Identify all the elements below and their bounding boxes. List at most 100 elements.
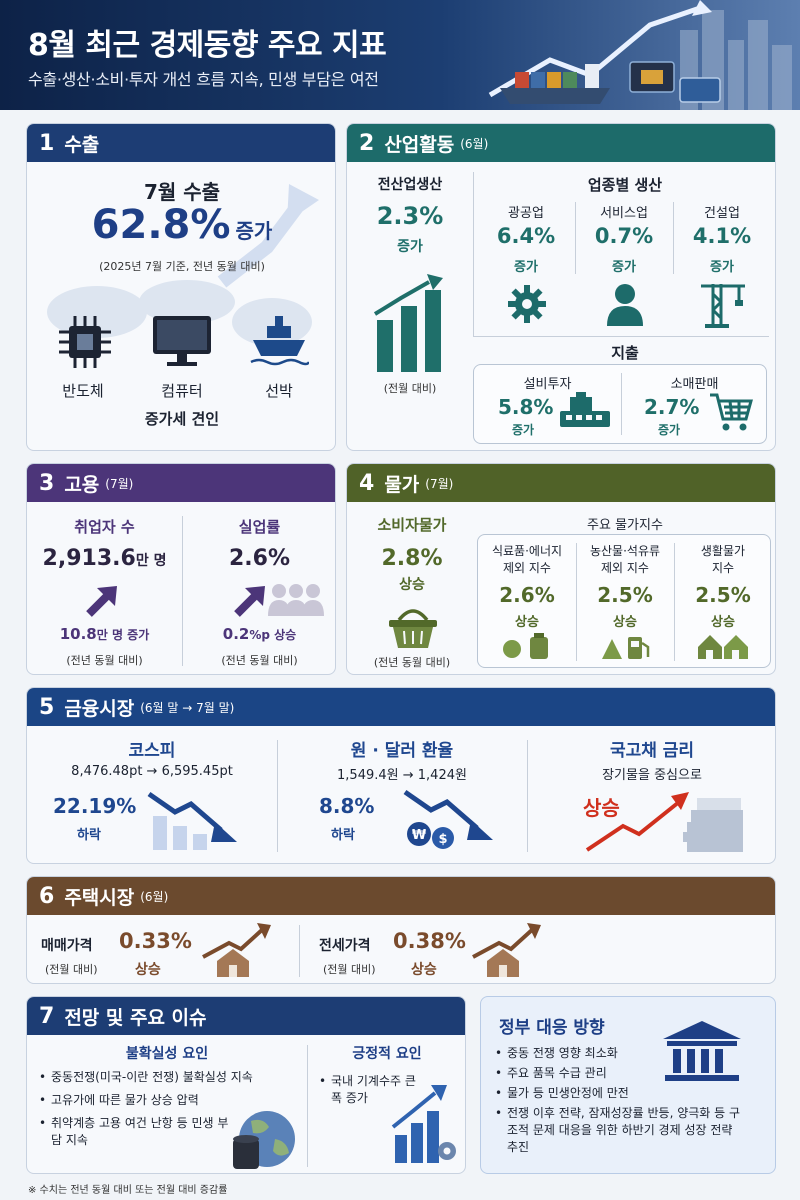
section-subtitle: (7월) [105, 476, 134, 491]
export-note: (2025년 7월 기준, 전년 동월 대비) [99, 260, 265, 273]
government-title: 정부 대응 방향 [499, 1018, 605, 1038]
section-number: 3 [39, 470, 55, 496]
sector-service-unit: 증가 [612, 260, 636, 275]
positive-list: 국내 기계수주 큰 폭 증가 [319, 1073, 419, 1113]
section-title: 물가 [384, 473, 420, 496]
divider [673, 202, 674, 274]
government-list: 중동 전쟁 영향 최소화 주요 품목 수급 관리 물가 등 민생안정에 만전 전… [495, 1045, 767, 1162]
houses-icon [698, 635, 748, 659]
globe-oil-icon [233, 1111, 295, 1169]
section-number: 7 [39, 1003, 55, 1029]
all-industry-note: (전월 대비) [383, 382, 437, 395]
bond-value: 상승 [583, 796, 620, 820]
fx-label: 원 · 달러 환율 [350, 741, 454, 761]
sector-mining-value: 6.4% [496, 224, 556, 248]
bond-label: 국고채 금리 [609, 741, 695, 761]
kospi-unit: 하락 [77, 828, 101, 843]
sector-mining-label: 광공업 [508, 206, 544, 221]
footnote: ※ 수치는 전년 동월 대비 또는 전월 대비 증감률 [28, 1185, 228, 1196]
fx-unit: 하락 [331, 828, 355, 843]
unemployment-change-row: 0.2%p 상승 [182, 624, 335, 643]
section-subtitle: (6월) [460, 136, 489, 151]
section-export: 1 수출 7월 수출 62.8% 증가 (2025년 7월 기준, 전년 동월 … [26, 123, 336, 451]
employed-unit: 만 명 [135, 553, 167, 569]
employed-value: 2,913.6 [42, 546, 136, 571]
index-core-label: 식료품·에너지 제외 지수 [478, 543, 576, 577]
divider [575, 202, 576, 274]
list-item: 물가 등 민생안정에 만전 [495, 1085, 767, 1102]
section-bar: 1 수출 [27, 124, 335, 162]
page-title: 8월 최근 경제동향 주요 지표 [28, 28, 387, 63]
export-heading: 7월 수출 [143, 180, 221, 204]
index-label-line: 지수 [711, 561, 735, 575]
person-icon [607, 284, 643, 326]
cart-icon [710, 393, 753, 431]
cpi-unit: 상승 [399, 577, 425, 593]
divider [307, 1045, 308, 1167]
section-subtitle: (7월) [425, 476, 454, 491]
kospi-range: 8,476.48pt → 6,595.45pt [71, 764, 233, 779]
sale-price-label: 매매가격 [41, 938, 93, 954]
fx-range: 1,549.4원 → 1,424원 [337, 768, 467, 783]
section-employment: 3 고용 (7월) 취업자 수 2,913.6만 명 10.8만 명 증가 (전… [26, 463, 336, 675]
index-living-unit: 상승 [711, 615, 735, 630]
world-map-bg [47, 184, 319, 346]
section-bar: 6 주택시장 (6월) [27, 877, 775, 915]
svg-text:$: $ [438, 832, 447, 847]
cpi-value: 2.8% [381, 546, 443, 571]
employed-note: (전년 동월 대비) [66, 654, 143, 667]
rising-bars-gear-icon [391, 1085, 456, 1163]
people-group-icon [268, 584, 324, 616]
government-response-box: 정부 대응 방향 중동 전쟁 영향 최소화 주요 품목 수급 관리 물가 등 민… [480, 996, 776, 1174]
section-number: 6 [39, 883, 55, 909]
sale-price-note: (전월 대비) [45, 963, 98, 976]
section-finance: 5 금융시장 (6월 말 → 7월 말) 코스피 8,476.48pt → 6,… [26, 687, 776, 864]
index-core-value: 2.6% [499, 583, 555, 607]
divider [527, 740, 528, 852]
index-label-line: 제외 지수 [601, 561, 649, 575]
list-item: 전쟁 이후 전략, 잠재성장률 반등, 양극화 등 구조적 문제 대응을 위한 … [495, 1105, 745, 1156]
gear-icon [508, 285, 546, 323]
employed-change-row: 10.8만 명 증가 [27, 624, 182, 643]
export-item-computer: 컴퓨터 [161, 382, 203, 400]
unemployment-change: 0.2 [222, 625, 250, 643]
index-core-unit: 상승 [515, 615, 539, 630]
house-up-icon [202, 923, 271, 977]
arrow-up-icon [86, 586, 117, 617]
sale-price-value: 0.33% [119, 929, 192, 953]
sector-construction-value: 4.1% [692, 224, 752, 248]
all-industry-value: 2.3% [376, 202, 444, 230]
factory-machine-icon [560, 392, 610, 427]
sale-price-unit: 상승 [135, 962, 161, 978]
spend-retail-value: 2.7% [644, 395, 700, 419]
section-title: 산업활동 [384, 133, 455, 156]
divider [277, 740, 278, 852]
section-industry: 2 산업활동 (6월) 전산업생산 2.3% 증가 (전월 대비) 업종별 생산… [346, 123, 776, 451]
currency-down-icon: ₩ $ [403, 789, 493, 849]
rent-price-unit: 상승 [411, 962, 437, 978]
cpi-label: 소비자물가 [377, 516, 447, 534]
spend-retail-unit: 증가 [658, 423, 681, 437]
list-item: 국내 기계수주 큰 폭 증가 [319, 1073, 419, 1107]
sector-service-label: 서비스업 [600, 206, 648, 221]
spend-capex-unit: 증가 [512, 423, 535, 437]
sector-mining-unit: 증가 [514, 260, 538, 275]
rising-rate-icon [585, 792, 743, 852]
all-industry-label: 전산업생산 [377, 177, 443, 193]
divider [473, 172, 474, 336]
unemployment-change-unit: %p 상승 [249, 628, 297, 642]
export-unit: 증가 [235, 219, 273, 243]
uncertainty-title: 불확실성 요인 [125, 1046, 209, 1062]
rent-price-note: (전월 대비) [323, 963, 376, 976]
section-title: 수출 [64, 133, 100, 156]
page-subtitle: 수출·생산·소비·투자 개선 흐름 지속, 민생 부담은 여전 [28, 70, 379, 89]
fx-value: 8.8% [319, 794, 375, 818]
section-housing: 6 주택시장 (6월) 매매가격 (전월 대비) 0.33% 상승 전세가격 (… [26, 876, 776, 984]
employed-change: 10.8 [59, 625, 97, 643]
section-bar: 2 산업활동 (6월) [347, 124, 775, 162]
crane-icon [701, 284, 745, 328]
index-agri-label: 농산물·석유류 제외 지수 [576, 543, 674, 577]
section-bar: 3 고용 (7월) [27, 464, 335, 502]
list-item: 중동전쟁(미국-이란 전쟁) 불확실성 지속 [39, 1069, 289, 1086]
svg-text:₩: ₩ [412, 828, 427, 843]
